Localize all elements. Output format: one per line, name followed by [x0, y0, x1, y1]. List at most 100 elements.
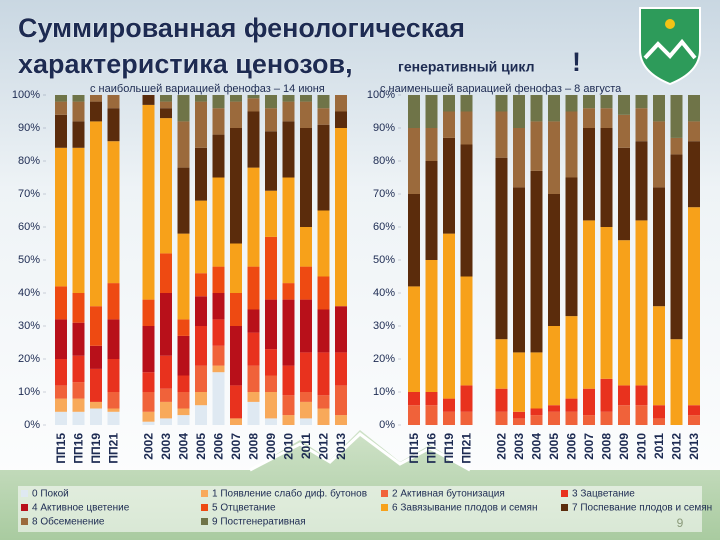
bar-segment [300, 266, 312, 300]
bar-segment [408, 405, 420, 425]
bar-segment [565, 177, 578, 317]
bar-segment [565, 398, 578, 412]
bar-segment [335, 352, 347, 386]
bar-segment [90, 121, 102, 307]
bar-segment [177, 167, 190, 234]
bar-segment [300, 299, 312, 353]
bar-segment [142, 411, 155, 422]
bar-segment [107, 411, 120, 425]
bar-segment [195, 296, 207, 326]
bar-segment [317, 124, 330, 211]
chart-subtitle: с наименьшей вариацией фенофаз – 8 авгус… [380, 83, 622, 95]
bar-segment [513, 187, 525, 353]
bar-segment [583, 128, 595, 221]
bar-segment [548, 194, 560, 326]
bar-segment [177, 335, 190, 376]
y-tick-label: 90% [373, 122, 395, 134]
bar-segment [265, 190, 277, 237]
bar-segment [635, 385, 648, 406]
bar-segment [300, 418, 312, 425]
bar-segment [72, 95, 85, 102]
bar-segment [142, 326, 155, 373]
bar-segment [443, 398, 455, 412]
bar-segment [55, 411, 67, 425]
bar-segment [688, 405, 700, 416]
bar-segment [460, 95, 473, 112]
legend-label: 9 Постгенеративная [212, 517, 306, 528]
bar-segment [565, 95, 578, 112]
bar-segment [600, 411, 613, 425]
bar-segment [195, 200, 207, 274]
bar-segment [160, 101, 172, 109]
bar-segment [160, 401, 172, 419]
y-tick-label: 40% [18, 287, 40, 299]
y-tick-label: 90% [18, 122, 40, 134]
bar-segment [653, 405, 665, 419]
bar-segment [618, 114, 630, 148]
legend-label: 3 Зацветание [572, 489, 635, 500]
bar-segment [317, 309, 330, 353]
bar-segment [177, 95, 190, 122]
emblem-mountains [643, 38, 697, 60]
legend-swatch [201, 518, 208, 525]
y-tick-label: 100% [12, 89, 40, 101]
bar-segment [247, 309, 260, 333]
x-tick-label: ПП19 [442, 433, 456, 464]
bar-segment [443, 95, 455, 112]
bar-segment [548, 405, 560, 412]
bar-segment [688, 121, 700, 142]
x-tick-label: 2011 [652, 433, 666, 459]
y-tick-label: 50% [18, 254, 40, 266]
bar-segment [495, 339, 508, 389]
bar-segment [55, 286, 67, 320]
bar-segment [460, 144, 473, 277]
bar-segment [230, 95, 242, 102]
bar-segment [195, 365, 207, 392]
x-tick-label: 2007 [229, 433, 243, 460]
bar-segment [618, 95, 630, 115]
x-tick-label: 2013 [334, 433, 348, 460]
bar-segment [195, 273, 207, 297]
legend-swatch [21, 518, 28, 525]
bar-segment [282, 95, 295, 102]
bar-segment [142, 95, 155, 105]
bar-segment [247, 167, 260, 267]
bar-segment [282, 283, 295, 300]
bar-segment [72, 147, 85, 293]
bar-segment [90, 401, 102, 409]
bar-segment [635, 108, 648, 142]
bar-segment [600, 378, 613, 412]
legend-swatch [381, 490, 388, 497]
bar-segment [530, 408, 543, 416]
bar-segment [443, 233, 455, 399]
bar-segment [160, 355, 172, 389]
y-tick-label: 70% [18, 188, 40, 200]
bar-segment [335, 306, 347, 353]
legend-swatch [201, 490, 208, 497]
x-tick-label: 2008 [600, 433, 614, 460]
bar-segment [548, 95, 560, 122]
bar-segment [107, 108, 120, 142]
x-tick-label: ПП21 [107, 433, 121, 464]
bar-segment [247, 365, 260, 392]
bar-segment [72, 398, 85, 412]
bar-segment [548, 411, 560, 425]
x-tick-label: 2006 [565, 433, 579, 460]
bar-segment [530, 415, 543, 425]
bar-segment [408, 194, 420, 287]
bar-segment [107, 408, 120, 412]
bar-segment [583, 95, 595, 109]
bar-segment [160, 293, 172, 356]
legend-label: 4 Активное цветение [32, 503, 130, 514]
bar-segment [142, 104, 155, 300]
bar-segment [653, 306, 665, 406]
bar-segment [212, 365, 225, 373]
x-tick-label: 2009 [617, 433, 631, 460]
bar-segment [212, 95, 225, 109]
y-tick-label: 10% [18, 386, 40, 398]
bar-segment [513, 411, 525, 419]
bar-segment [55, 101, 67, 115]
mountain-line [249, 432, 471, 472]
bar-segment [212, 177, 225, 267]
x-tick-label: 2009 [264, 433, 278, 460]
